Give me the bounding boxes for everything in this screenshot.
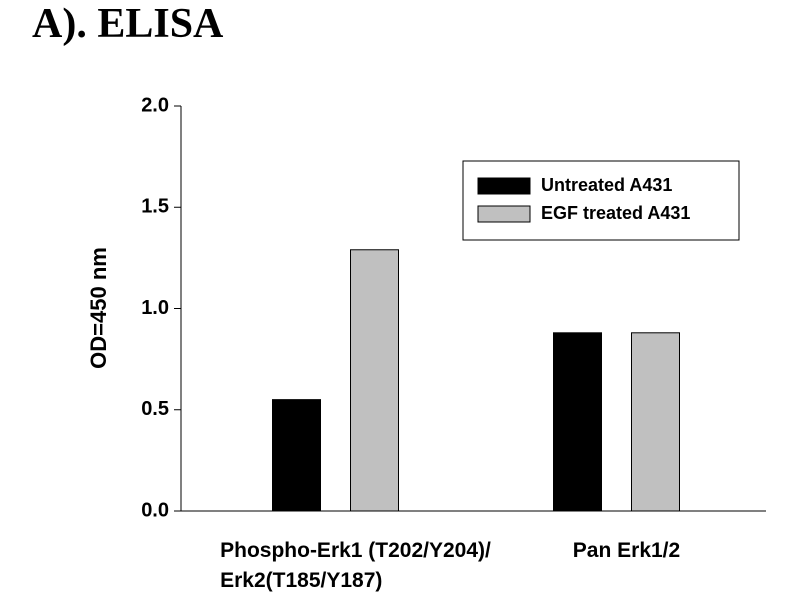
legend-box [462, 160, 740, 241]
bar [553, 332, 602, 512]
x-tick-label: Pan Erk1/2 [572, 539, 681, 562]
chart-title: A). ELISA [32, 1, 224, 47]
legend-label: Untreated A431 [541, 175, 672, 195]
y-tick-label: 0.5 [141, 398, 169, 420]
legend-swatch [477, 177, 531, 195]
x-tick-label: Phospho-Erk1 (T202/Y204)/ Erk2(T185/Y187… [220, 539, 491, 592]
bar [272, 399, 321, 512]
legend-swatch [477, 205, 531, 223]
y-tick-label: 1.0 [141, 297, 169, 319]
y-tick-label: 1.5 [141, 196, 169, 218]
y-tick-label: 0.0 [141, 499, 169, 521]
y-tick-label: 2.0 [141, 94, 169, 116]
bar [631, 332, 680, 512]
legend-label: EGF treated A431 [541, 203, 690, 223]
bar [350, 249, 399, 512]
y-axis-label: OD=450 nm [86, 247, 111, 369]
